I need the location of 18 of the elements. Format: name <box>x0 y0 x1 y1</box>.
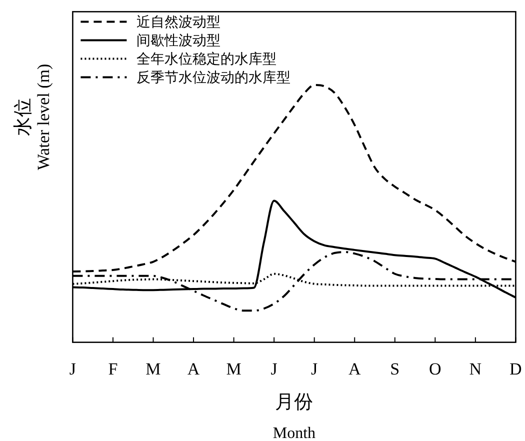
x-tick-label: S <box>390 359 400 378</box>
x-tick-label: F <box>108 359 118 378</box>
legend-label: 近自然波动型 <box>136 14 221 31</box>
x-tick-label: A <box>187 359 200 378</box>
x-tick-label: O <box>429 359 442 378</box>
x-axis-title: 月份 Month <box>272 392 316 441</box>
x-tick-label: J <box>270 359 278 378</box>
x-tick-label: M <box>226 359 242 378</box>
x-tick-label: M <box>146 359 161 378</box>
x-tick-label: J <box>69 359 76 378</box>
y-axis-title: 水位 Water level (m) <box>13 64 53 170</box>
legend-label: 反季节水位波动的水库型 <box>136 70 291 86</box>
x-tick-label: J <box>311 359 318 378</box>
x-tick-label: A <box>348 359 362 378</box>
x-tick-label: N <box>469 359 482 378</box>
legend-label: 间歇性波动型 <box>136 33 221 50</box>
x-tick-label: D <box>510 359 522 378</box>
legend-label: 全年水位稳定的水库型 <box>136 52 277 68</box>
